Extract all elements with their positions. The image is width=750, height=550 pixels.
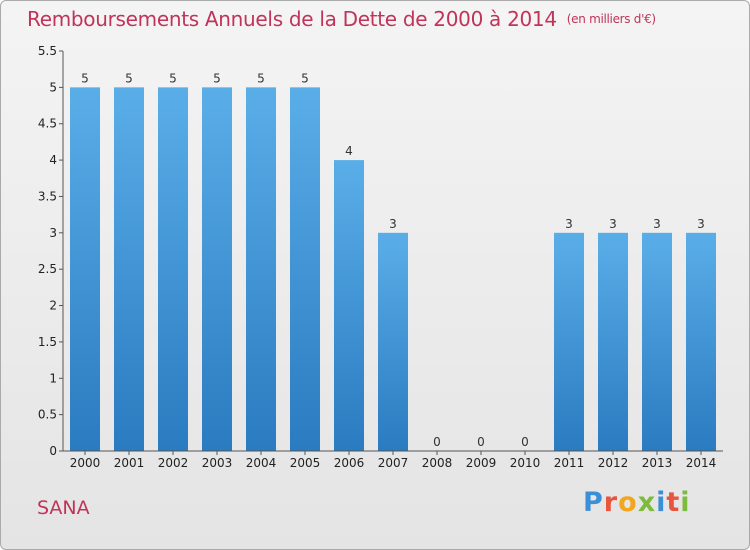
proxiti-logo: Proxiti (583, 487, 691, 518)
value-label: 5 (301, 71, 309, 85)
value-label: 3 (389, 217, 397, 231)
title-main: Remboursements Annuels de la Dette de 20… (27, 7, 557, 31)
logo-letter: o (618, 487, 638, 518)
y-tick-label: 3 (49, 226, 57, 240)
value-label: 0 (521, 435, 529, 449)
x-tick-label: 2010 (510, 456, 541, 470)
logo-letter: x (637, 487, 657, 518)
x-tick-label: 2013 (642, 456, 673, 470)
bar-2014 (686, 232, 716, 451)
logo-letter: i (680, 487, 691, 518)
bar-2011 (554, 232, 584, 451)
x-tick-label: 2012 (598, 456, 629, 470)
x-tick-label: 2014 (686, 456, 717, 470)
bars-group: 5 5 5 5 5 5 4 3 0 0 0 3 3 3 3 (70, 71, 716, 451)
x-tick-label: 2001 (114, 456, 145, 470)
bar-2013 (642, 232, 672, 451)
title-unit: (en milliers d'€) (566, 12, 656, 26)
x-tick-label: 2009 (466, 456, 497, 470)
value-label: 5 (169, 71, 177, 85)
y-tick-label: 0.5 (38, 408, 57, 422)
x-tick-label: 2006 (334, 456, 365, 470)
bar-2001 (114, 87, 144, 451)
x-tick-label: 2008 (422, 456, 453, 470)
y-tick-label: 4.5 (38, 117, 57, 131)
value-label: 3 (653, 217, 661, 231)
value-label: 3 (565, 217, 573, 231)
value-label: 5 (257, 71, 265, 85)
y-axis: 0 0.5 1 1.5 2 2.5 3 3.5 4 4.5 5 5.5 (38, 44, 64, 458)
chart-title: Remboursements Annuels de la Dette de 20… (27, 7, 656, 31)
y-tick-label: 5.5 (38, 44, 57, 58)
logo-letter: r (603, 487, 619, 518)
y-tick-label: 2.5 (38, 262, 57, 276)
value-label: 5 (125, 71, 133, 85)
logo-letter: t (666, 487, 681, 518)
bar-2002 (158, 87, 188, 451)
x-axis: 2000 2001 2002 2003 2004 2005 2006 2007 2008 2009… (63, 450, 723, 470)
x-tick-label: 2002 (158, 456, 189, 470)
value-label: 0 (477, 435, 485, 449)
bar-2004 (246, 87, 276, 451)
logo-letter: P (583, 487, 604, 518)
value-label: 3 (609, 217, 617, 231)
bar-2005 (290, 87, 320, 451)
x-tick-label: 2000 (70, 456, 101, 470)
x-tick-label: 2005 (290, 456, 321, 470)
y-tick-label: 5 (49, 80, 57, 94)
value-label: 4 (345, 144, 353, 158)
x-tick-label: 2007 (378, 456, 409, 470)
x-tick-label: 2003 (202, 456, 233, 470)
y-tick-label: 1 (49, 371, 57, 385)
bar-2003 (202, 87, 232, 451)
bar-2007 (378, 232, 408, 451)
value-label: 5 (213, 71, 221, 85)
bar-2006 (334, 160, 364, 451)
y-tick-label: 0 (49, 444, 57, 458)
value-label: 0 (433, 435, 441, 449)
logo-letter: i (656, 487, 667, 518)
bar-2000 (70, 87, 100, 451)
y-tick-label: 4 (49, 153, 57, 167)
value-label: 5 (81, 71, 89, 85)
bar-2012 (598, 232, 628, 451)
y-tick-label: 3.5 (38, 189, 57, 203)
value-label: 3 (697, 217, 705, 231)
y-tick-label: 1.5 (38, 335, 57, 349)
commune-name: SANA (37, 497, 90, 519)
x-tick-label: 2004 (246, 456, 277, 470)
y-tick-label: 2 (49, 299, 57, 313)
x-tick-label: 2011 (554, 456, 585, 470)
